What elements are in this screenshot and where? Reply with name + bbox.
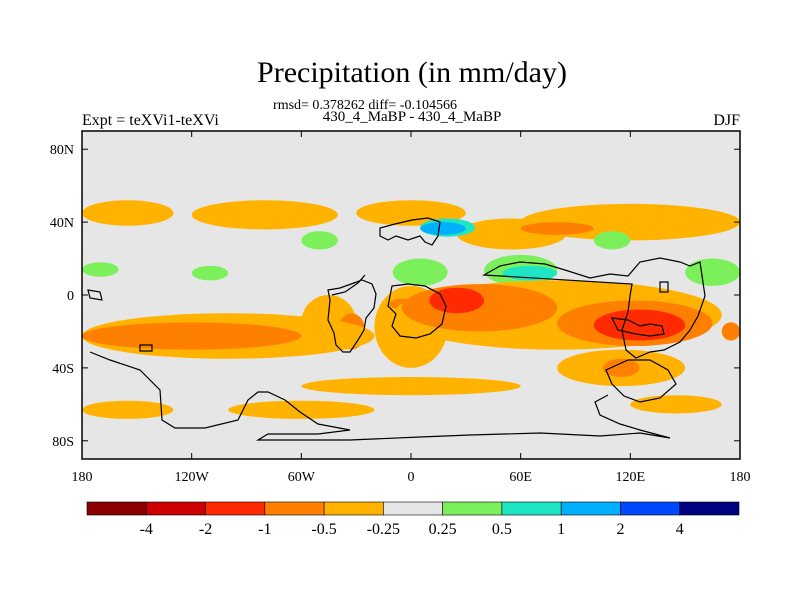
anomaly-region: [191, 200, 338, 230]
x-tick-label: 180: [72, 470, 93, 485]
coast-north-america-east: [331, 274, 366, 296]
colorbar-bin: [264, 501, 325, 516]
anomaly-region: [82, 400, 174, 419]
anomaly-region: [82, 262, 119, 277]
anomaly-regions: [82, 200, 740, 419]
colorbar-bin: [86, 501, 147, 516]
anomaly-region: [401, 284, 558, 332]
anomaly-region: [191, 265, 229, 281]
colorbar-bin: [442, 501, 503, 516]
right-label: DJF: [713, 112, 740, 129]
anomaly-region: [301, 231, 338, 250]
colorbar-label: 0.5: [492, 521, 512, 538]
anomaly-region: [392, 258, 448, 286]
x-tick-label: 60E: [509, 470, 532, 485]
coast-australia: [605, 359, 677, 403]
colorbar-bin: [383, 501, 443, 516]
colorbar-bin: [679, 501, 740, 516]
colorbar-label: 2: [616, 521, 624, 538]
anomaly-region: [721, 322, 740, 341]
y-tick-label: 80S: [52, 435, 74, 450]
colorbar-label: -2: [199, 521, 212, 538]
anomaly-region: [520, 203, 740, 241]
anomaly-region: [82, 200, 174, 226]
colorbar-bin: [323, 501, 384, 516]
y-axis-ticks: 80N 40N 0 40S 80S: [50, 143, 740, 450]
colorbar-bin: [560, 501, 621, 516]
colorbar-label: 1: [557, 521, 565, 538]
anomaly-region: [520, 222, 594, 235]
coast-asia: [481, 257, 706, 359]
anomaly-region: [228, 400, 375, 419]
anomaly-region: [593, 231, 631, 250]
x-tick-label: 180: [730, 470, 751, 485]
left-label: Expt = teXVi1-teXVi: [82, 112, 219, 129]
coast-antarctica: [89, 351, 671, 441]
chart-title: Precipitation (in mm/day): [257, 56, 567, 89]
plot-area: 180 120W 60W 0 60E 120E 180 80N 40N 0 40S 80S: [50, 130, 751, 485]
y-tick-label: 40N: [50, 216, 74, 231]
x-tick-label: 0: [408, 470, 415, 485]
y-tick-label: 80N: [50, 143, 74, 158]
colorbar-label: 4: [676, 521, 684, 538]
colorbar-label: -4: [140, 521, 153, 538]
colorbar-label: -0.5: [311, 521, 336, 538]
x-tick-label: 120E: [616, 470, 646, 485]
colorbar-bin: [205, 501, 266, 516]
anomaly-region: [429, 287, 485, 314]
coast-pacific-islands: [87, 281, 669, 352]
colorbar-bin: [145, 501, 206, 516]
anomaly-region: [301, 377, 521, 396]
x-tick-label: 60W: [288, 470, 316, 485]
coast-maritime-continent: [610, 317, 665, 337]
chart-subtitle: rmsd= 0.378262 diff= -0.104566: [273, 98, 457, 113]
colorbar-label: -1: [258, 521, 271, 538]
anomaly-region: [685, 258, 740, 286]
run-label: 430_4_MaBP - 430_4_MaBP: [323, 109, 502, 125]
anomaly-region: [630, 395, 722, 414]
x-axis-ticks: 180 120W 60W 0 60E 120E 180: [72, 131, 751, 485]
colorbar-bin: [501, 501, 562, 516]
anomaly-region: [82, 322, 302, 350]
coastlines: [87, 217, 706, 441]
anomaly-region: [420, 222, 466, 235]
colorbar: -4 -2 -1 -0.5 -0.25 0.25 0.5 1 2 4: [86, 501, 740, 538]
anomaly-region: [602, 358, 640, 377]
x-tick-label: 120W: [175, 470, 210, 485]
y-tick-label: 40S: [52, 362, 74, 377]
colorbar-label: 0.25: [429, 521, 457, 538]
colorbar-bin: [620, 501, 681, 516]
coast-europe-africa: [379, 217, 447, 339]
y-tick-label: 0: [67, 289, 74, 304]
colorbar-label: -0.25: [367, 521, 400, 538]
